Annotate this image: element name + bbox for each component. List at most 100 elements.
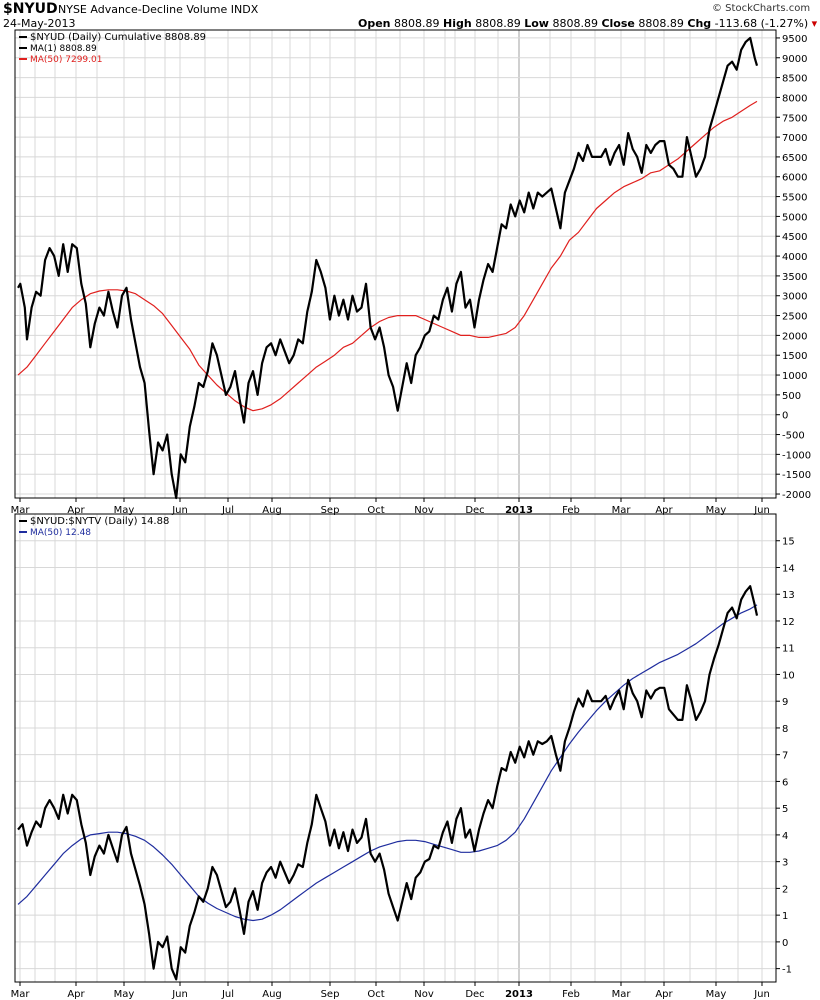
y-tick-label: 10 [782,670,795,681]
y-tick-label: 0 [782,411,788,422]
x-tick-label: Oct [367,505,384,516]
legend-entry: MA(50) 7299.01 [30,55,102,65]
legend-entry: $NYUD (Daily) Cumulative 8808.89 [30,32,206,43]
y-tick-label: 3000 [782,292,807,303]
y-tick-label: -1500 [782,470,811,481]
panel-top: 9500900085008000750070006500600055005000… [11,29,811,516]
y-tick-label: 5500 [782,193,807,204]
open-value: 8808.89 [394,17,440,30]
x-tick-label: Jun [171,989,188,1000]
y-tick-label: 0 [782,938,788,949]
y-tick-label: 3 [782,858,788,869]
x-tick-label: 2013 [505,505,533,516]
x-tick-label: May [706,505,727,516]
moving-average-line [17,604,758,922]
y-tick-label: 1500 [782,351,807,362]
symbol-label: $NYUD [3,1,58,17]
y-tick-label: 5 [782,804,788,815]
x-tick-label: Mar [11,505,31,516]
y-tick-label: 8 [782,724,788,735]
high-label: High [443,17,472,30]
legend-entry: MA(50) 12.48 [30,528,91,538]
quote-summary: Open 8808.89 High 8808.89 Low 8808.89 Cl… [358,17,817,30]
x-tick-label: Nov [414,989,434,1000]
y-tick-label: 2000 [782,331,807,342]
x-tick-label: Jun [171,505,188,516]
y-tick-label: 2500 [782,312,807,323]
x-tick-label: Aug [262,989,282,1000]
y-tick-label: 1 [782,911,788,922]
y-tick-label: 13 [782,590,795,601]
y-tick-label: 15 [782,537,795,548]
x-tick-label: May [114,989,135,1000]
y-tick-label: 5000 [782,212,807,223]
x-tick-label: Mar [612,505,632,516]
chart-date: 24-May-2013 [3,17,76,30]
x-tick-label: May [114,505,135,516]
x-tick-label: Sep [321,505,340,516]
y-tick-label: 11 [782,644,795,655]
index-name: NYSE Advance-Decline Volume INDX [58,3,259,16]
y-tick-label: -1000 [782,450,811,461]
y-tick-label: 4000 [782,252,807,263]
moving-average-line [17,100,758,412]
x-tick-label: Feb [562,989,580,1000]
x-tick-label: Mar [612,989,632,1000]
y-tick-label: 14 [782,563,795,574]
y-tick-label: 1000 [782,371,807,382]
x-tick-label: Apr [67,505,85,516]
open-label: Open [358,17,391,30]
y-tick-label: -1 [782,965,792,976]
y-tick-label: 6 [782,777,788,788]
y-tick-label: 6000 [782,173,807,184]
y-tick-label: 7000 [782,133,807,144]
y-tick-label: 9 [782,697,788,708]
y-tick-label: 12 [782,617,795,628]
y-tick-label: 9000 [782,54,807,65]
y-tick-label: -2000 [782,490,811,501]
legend-entry: $NYUD:$NYTV (Daily) 14.88 [30,516,169,527]
panel-frame [14,513,777,983]
x-tick-label: Nov [414,505,434,516]
close-label: Close [601,17,635,30]
x-tick-label: Aug [262,505,282,516]
x-tick-label: Apr [655,505,673,516]
y-tick-label: 4 [782,831,788,842]
x-tick-label: Jul [221,989,234,1000]
legend-entry: MA(1) 8808.89 [30,44,97,54]
stockcharts-brand[interactable]: © StockCharts.com [712,3,811,14]
x-tick-label: Apr [67,989,85,1000]
y-tick-label: 6500 [782,153,807,164]
price-line [17,585,759,981]
low-value: 8808.89 [552,17,598,30]
x-tick-label: Dec [465,505,484,516]
high-value: 8808.89 [475,17,521,30]
x-tick-label: Oct [367,989,384,1000]
panel-frame [14,29,777,499]
y-tick-label: 500 [782,391,801,402]
x-tick-label: Sep [321,989,340,1000]
x-tick-label: Feb [562,505,580,516]
x-tick-label: Jun [753,989,770,1000]
x-tick-label: Mar [11,989,31,1000]
price-line [17,36,759,500]
x-tick-label: 2013 [505,989,533,1000]
x-tick-label: Dec [465,989,484,1000]
low-label: Low [524,17,549,30]
x-tick-label: Jun [753,505,770,516]
x-tick-label: Jul [221,505,234,516]
down-arrow-icon: ▾ [811,17,818,30]
y-tick-label: -500 [782,431,805,442]
x-tick-label: Apr [655,989,673,1000]
y-tick-label: 3500 [782,272,807,283]
y-tick-label: 7500 [782,113,807,124]
y-tick-label: 8500 [782,74,807,85]
y-tick-label: 8000 [782,93,807,104]
chg-label: Chg [687,17,712,30]
y-tick-label: 9500 [782,34,807,45]
close-value: 8808.89 [638,17,684,30]
y-tick-label: 7 [782,751,788,762]
x-tick-label: May [706,989,727,1000]
